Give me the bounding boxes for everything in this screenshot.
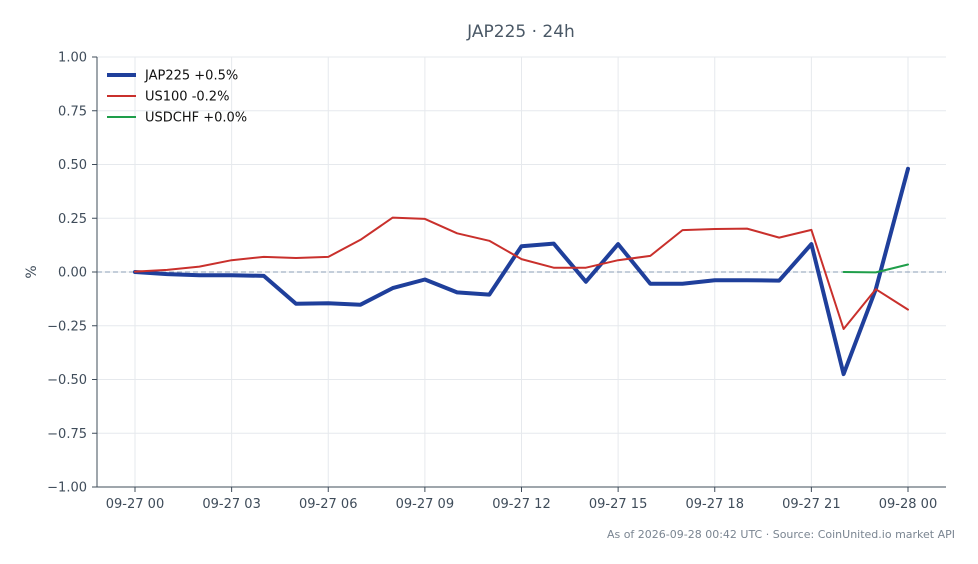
series-line-1 [133, 166, 910, 377]
chart-title: JAP225 · 24h [466, 22, 575, 42]
legend-label: JAP225 +0.5% [144, 69, 238, 84]
legend-label: US100 -0.2% [145, 90, 229, 105]
y-tick-label: 1.00 [58, 51, 87, 66]
x-axis-ticks: 09-27 00 09-27 03 09-27 06 09-27 09 09-27 12… [106, 487, 937, 512]
x-tick-label: 09-27 21 [782, 497, 840, 512]
x-tick-label: 09-27 03 [202, 497, 260, 512]
y-tick-label: 0.75 [58, 104, 87, 119]
source-footer: As of 2026-09-28 00:42 UTC · Source: Coi… [607, 528, 955, 541]
x-tick-label: 09-27 00 [106, 497, 164, 512]
y-tick-label: −1.00 [47, 481, 87, 496]
y-tick-label: 0.00 [58, 266, 87, 281]
legend-label: USDCHF +0.0% [145, 111, 247, 126]
y-tick-label: 0.25 [58, 212, 87, 227]
y-tick-label: 0.50 [58, 158, 87, 173]
y-tick-label: −0.50 [47, 373, 87, 388]
series-line-2 [134, 216, 909, 330]
y-axis-label: % [24, 265, 40, 278]
y-tick-label: −0.75 [47, 427, 87, 442]
x-tick-label: 09-27 12 [492, 497, 550, 512]
series-line-3 [842, 263, 909, 274]
x-tick-label: 09-27 06 [299, 497, 357, 512]
x-tick-label: 09-27 18 [686, 497, 744, 512]
y-tick-label: −0.25 [47, 319, 87, 334]
x-tick-label: 09-27 09 [396, 497, 454, 512]
legend: JAP225 +0.5% US100 -0.2% USDCHF +0.0% [107, 69, 247, 126]
x-tick-label: 09-27 15 [589, 497, 647, 512]
y-axis-ticks: 1.00 0.75 0.50 0.25 0.00 −0.25 −0.50 −0.75 −1.00 [47, 51, 97, 496]
series-lines [133, 166, 910, 377]
x-tick-label: 09-28 00 [879, 497, 937, 512]
